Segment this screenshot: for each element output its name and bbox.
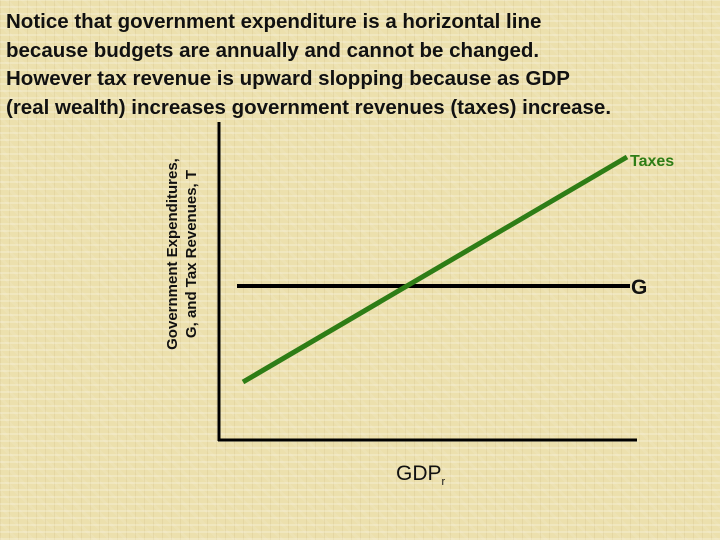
slide-title: Notice that government expenditure is a … — [6, 10, 612, 119]
taxes-label: Taxes — [630, 153, 674, 170]
x-axis-label-main: GDP — [396, 462, 442, 485]
tax-revenue-line — [241, 154, 629, 385]
g-label: G — [631, 276, 647, 299]
x-axis-label-subscript: r — [442, 476, 446, 488]
x-axis-label: GDPr — [396, 462, 446, 488]
